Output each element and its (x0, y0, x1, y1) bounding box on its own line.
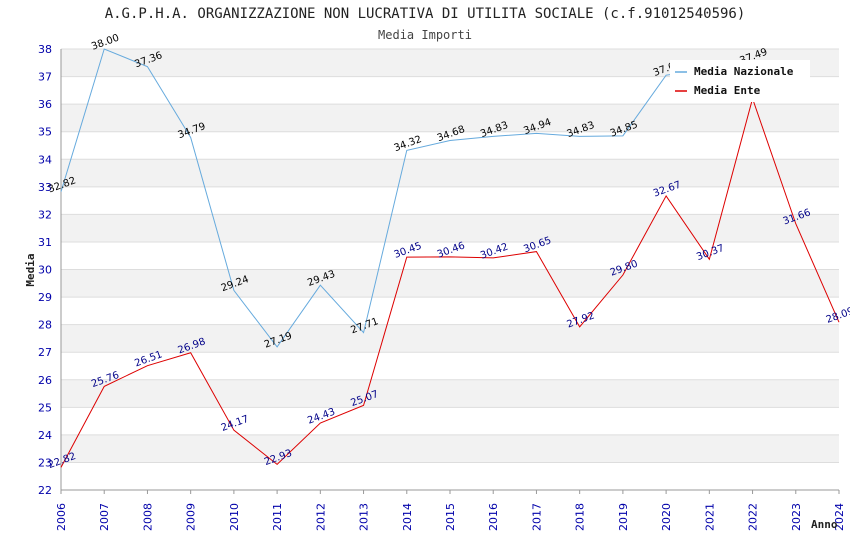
y-axis-label: Media (24, 253, 37, 286)
legend-box (670, 60, 810, 102)
x-tick-label: 2014 (401, 503, 414, 531)
data-label: 34.32 (393, 134, 424, 154)
x-tick-label: 2017 (530, 503, 543, 531)
x-tick-label: 2015 (444, 503, 457, 531)
series-lines (60, 48, 840, 468)
x-tick-label: 2023 (790, 503, 803, 531)
series-line-nazionale (60, 48, 753, 348)
x-tick-label: 2009 (185, 503, 198, 531)
x-tick-label: 2008 (141, 503, 154, 531)
grid-band (61, 269, 839, 298)
x-tick-label: 2018 (574, 503, 587, 531)
y-tick-label: 26 (38, 374, 52, 387)
grid-bands (61, 48, 839, 491)
x-tick-label: 2019 (617, 503, 630, 531)
x-tick-label: 2021 (703, 503, 716, 531)
y-tick-label: 38 (38, 43, 52, 56)
y-tick-label: 36 (38, 98, 52, 111)
x-tick-label: 2022 (747, 503, 760, 531)
x-tick-label: 2016 (487, 503, 500, 531)
x-tick-label: 2024 (833, 503, 846, 531)
y-tick-label: 29 (38, 291, 52, 304)
grid-band (61, 159, 839, 187)
y-tick-label: 37 (38, 71, 52, 84)
y-tick-label: 24 (38, 429, 52, 442)
chart-subtitle: Media Importi (378, 28, 472, 42)
y-tick-label: 28 (38, 319, 52, 332)
grid-band (61, 434, 839, 463)
legend-label-nazionale: Media Nazionale (694, 65, 794, 78)
x-tick-label: 2006 (55, 503, 68, 531)
y-axis-ticks: 22 23 24 25 26 27 28 29 30 31 32 33 34 35 36 37 38 (38, 43, 52, 497)
grid-band (61, 324, 839, 353)
data-label: 30.42 (479, 242, 510, 262)
data-label: 28.09 (825, 306, 850, 326)
x-tick-label: 2013 (358, 503, 371, 531)
x-tick-label: 2007 (98, 503, 111, 531)
x-tick-label: 2012 (314, 503, 327, 531)
y-tick-label: 33 (38, 181, 52, 194)
legend: Media Nazionale Media Ente (670, 60, 810, 102)
y-tick-label: 22 (38, 484, 52, 497)
x-tick-label: 2010 (228, 503, 241, 531)
y-tick-label: 30 (38, 264, 52, 277)
grid-band (61, 214, 839, 242)
data-label: 30.45 (393, 241, 424, 261)
y-tick-label: 27 (38, 346, 52, 359)
data-label: 24.43 (306, 407, 337, 427)
y-tick-label: 23 (38, 456, 52, 469)
y-tick-label: 31 (38, 236, 52, 249)
y-tick-label: 25 (38, 401, 52, 414)
legend-label-ente: Media Ente (694, 84, 761, 97)
grid-band (61, 379, 839, 408)
y-tick-label: 35 (38, 126, 52, 139)
y-tick-label: 34 (38, 153, 52, 166)
x-axis-label: Anno (811, 518, 838, 531)
chart-title: A.G.P.H.A. ORGANIZZAZIONE NON LUCRATIVA … (105, 6, 746, 22)
x-tick-label: 2011 (271, 503, 284, 531)
series-line-ente (60, 96, 840, 468)
y-tick-label: 32 (38, 208, 52, 221)
x-axis-ticks: 2006 2007 2008 2009 2010 2011 2012 2013 2014 2015… (55, 490, 846, 531)
grid-band (61, 104, 839, 132)
x-tick-label: 2020 (660, 503, 673, 531)
